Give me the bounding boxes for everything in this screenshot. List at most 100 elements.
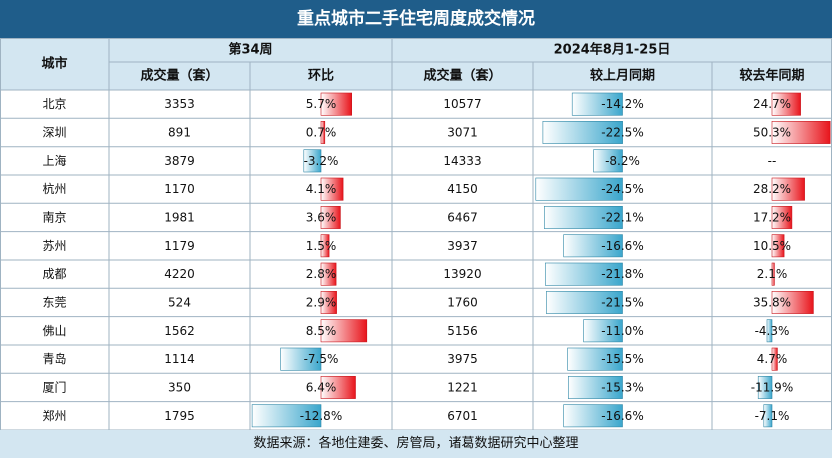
bar-mom <box>544 262 623 286</box>
cell-yoy: 2.1% <box>757 267 788 281</box>
cell-period-volume: 6701 <box>447 409 478 423</box>
bar-yoy <box>771 177 805 201</box>
bar-yoy <box>766 319 773 343</box>
cell-week-ratio: -12.8% <box>300 409 342 423</box>
cell-week-ratio: 4.1% <box>306 182 337 196</box>
cell-week-ratio: 0.7% <box>306 125 337 139</box>
bar-mom <box>543 206 623 229</box>
bar-yoy <box>771 121 831 144</box>
cell-yoy: -4.3% <box>755 324 790 338</box>
cell-week-volume: 1981 <box>164 210 195 224</box>
header-week-volume: 成交量（套） <box>140 68 218 84</box>
cell-city: 北京 <box>42 97 66 111</box>
cell-week-ratio: -7.5% <box>304 352 339 366</box>
cell-city: 东莞 <box>42 295 66 309</box>
cell-mom: -16.6% <box>601 239 643 253</box>
header-background <box>0 38 832 90</box>
cell-week-ratio: 8.5% <box>306 324 337 338</box>
cell-week-ratio: 3.6% <box>306 210 337 224</box>
bar-mom <box>583 319 623 343</box>
bar-mom <box>563 234 623 258</box>
cell-mom: -15.3% <box>601 380 643 394</box>
cell-yoy: -7.1% <box>755 409 790 423</box>
cell-yoy: 17.2% <box>753 210 791 224</box>
bar-yoy <box>771 234 785 258</box>
cell-yoy: 35.8% <box>753 295 791 309</box>
bar-week-ratio <box>320 262 337 286</box>
bar-yoy <box>771 92 801 116</box>
cell-period-volume: 3975 <box>447 352 478 366</box>
bar-mom <box>542 121 623 144</box>
cell-mom: -14.2% <box>601 97 643 111</box>
header-yoy: 较去年同期 <box>739 68 804 84</box>
cell-mom: -15.5% <box>601 352 643 366</box>
cell-week-ratio: 2.9% <box>306 295 337 309</box>
bar-yoy <box>771 291 814 314</box>
header-mom: 较上月同期 <box>590 68 655 84</box>
cell-period-volume: 1221 <box>447 380 478 394</box>
cell-period-volume: 3071 <box>447 125 478 139</box>
bar-yoy <box>771 262 775 286</box>
cell-mom: -8.2% <box>605 154 640 168</box>
bar-yoy <box>757 375 773 399</box>
cell-week-volume: 1114 <box>164 352 195 366</box>
cell-week-volume: 1795 <box>164 409 195 423</box>
cell-city: 成都 <box>42 267 66 281</box>
cell-week-volume: 1179 <box>164 239 195 253</box>
cell-week-volume: 1170 <box>164 182 195 196</box>
bar-mom <box>563 404 623 428</box>
cell-yoy: 10.5% <box>753 239 791 253</box>
bar-week-ratio <box>320 291 337 314</box>
cell-city: 深圳 <box>42 125 66 139</box>
cell-week-ratio: 5.7% <box>306 97 337 111</box>
cell-week-ratio: 1.5% <box>306 239 337 253</box>
bar-week-ratio <box>320 206 341 229</box>
cell-mom: -22.1% <box>601 210 643 224</box>
footer-source: 数据来源：各地住建委、房管局，诸葛数据研究中心整理 <box>0 430 832 458</box>
cell-week-volume: 1562 <box>164 324 195 338</box>
cell-yoy: 28.2% <box>753 182 791 196</box>
bar-week-ratio <box>320 121 326 144</box>
bar-week-ratio <box>320 375 356 399</box>
bar-mom <box>593 149 623 173</box>
bar-week-ratio <box>320 177 344 201</box>
cell-period-volume: 14333 <box>443 154 481 168</box>
cell-mom: -21.8% <box>601 267 643 281</box>
bar-week-ratio <box>320 92 353 116</box>
cell-week-volume: 350 <box>168 380 191 394</box>
bar-yoy <box>771 347 778 371</box>
cell-week-volume: 524 <box>168 295 191 309</box>
cell-period-volume: 1760 <box>447 295 478 309</box>
cell-week-ratio: 2.8% <box>306 267 337 281</box>
cell-week-ratio: -3.2% <box>304 154 339 168</box>
cell-yoy: -- <box>768 154 777 168</box>
cell-period-volume: 10577 <box>443 97 481 111</box>
cell-period-volume: 6467 <box>447 210 478 224</box>
bar-mom <box>567 375 623 399</box>
cell-yoy: -11.9% <box>751 380 793 394</box>
cell-mom: -22.5% <box>601 125 643 139</box>
cell-week-volume: 891 <box>168 125 191 139</box>
bar-mom <box>546 291 623 314</box>
header-week: 第34周 <box>228 42 272 58</box>
cell-period-volume: 4150 <box>447 182 478 196</box>
cell-city: 南京 <box>42 209 66 224</box>
cell-yoy: 50.3% <box>753 125 791 139</box>
cell-week-ratio: 6.4% <box>306 380 337 394</box>
bar-week-ratio <box>320 319 368 343</box>
header-city: 城市 <box>41 56 67 72</box>
cell-yoy: 24.7% <box>753 97 791 111</box>
cell-mom: -16.6% <box>601 409 643 423</box>
cell-mom: -11.0% <box>601 324 643 338</box>
cell-week-volume: 4220 <box>164 267 195 281</box>
bar-yoy <box>771 206 793 229</box>
bar-yoy <box>763 404 773 428</box>
bar-week-ratio <box>320 234 330 258</box>
bar-mom <box>571 92 623 116</box>
cell-mom: -24.5% <box>601 182 643 196</box>
cell-period-volume: 13920 <box>443 267 481 281</box>
header-period: 2024年8月1-25日 <box>554 42 671 58</box>
cell-city: 厦门 <box>42 379 66 394</box>
